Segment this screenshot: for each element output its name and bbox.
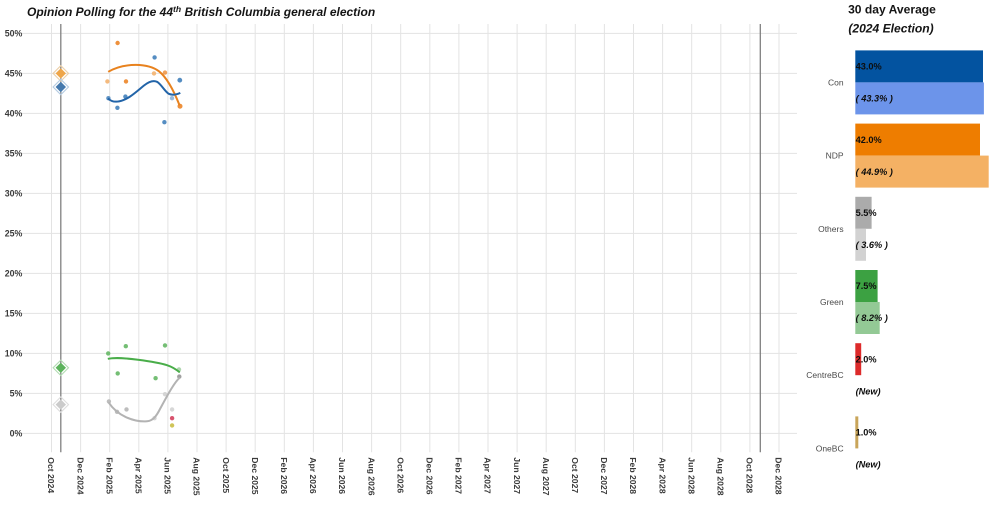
svg-text:Oct 2027: Oct 2027 (570, 457, 580, 493)
svg-text:( 8.2% ): ( 8.2% ) (856, 313, 888, 323)
svg-text:20%: 20% (5, 269, 23, 279)
svg-text:15%: 15% (5, 309, 23, 319)
svg-text:Aug 2027: Aug 2027 (541, 457, 551, 495)
svg-text:10%: 10% (5, 349, 23, 359)
svg-text:Oct 2026: Oct 2026 (395, 457, 405, 493)
svg-text:Dec 2026: Dec 2026 (425, 457, 435, 494)
svg-text:CentreBC: CentreBC (806, 370, 843, 380)
svg-text:Dec 2025: Dec 2025 (250, 457, 260, 494)
svg-text:Con: Con (828, 77, 844, 87)
svg-text:Apr 2028: Apr 2028 (657, 457, 667, 494)
svg-text:43.0%: 43.0% (856, 62, 882, 72)
svg-text:Apr 2025: Apr 2025 (134, 457, 144, 494)
svg-text:(New): (New) (856, 386, 881, 396)
svg-text:Feb 2026: Feb 2026 (279, 457, 289, 494)
svg-text:NDP: NDP (826, 151, 844, 161)
svg-text:( 3.6% ): ( 3.6% ) (856, 240, 888, 250)
svg-text:Aug 2026: Aug 2026 (366, 457, 376, 495)
svg-text:Feb 2027: Feb 2027 (454, 457, 464, 494)
svg-text:Oct 2028: Oct 2028 (745, 457, 755, 493)
svg-text:( 43.3% ): ( 43.3% ) (856, 94, 893, 104)
svg-text:Aug 2028: Aug 2028 (716, 457, 726, 495)
svg-text:OneBC: OneBC (816, 443, 844, 453)
svg-text:Apr 2027: Apr 2027 (483, 457, 493, 494)
svg-text:(New): (New) (856, 460, 881, 470)
svg-text:Green: Green (820, 297, 844, 307)
svg-text:Jun 2027: Jun 2027 (512, 457, 522, 494)
svg-text:30 day Average: 30 day Average (848, 3, 936, 17)
svg-text:Jun 2026: Jun 2026 (337, 457, 347, 494)
svg-text:Others: Others (818, 224, 844, 234)
svg-text:Oct 2024: Oct 2024 (46, 457, 56, 493)
svg-text:25%: 25% (5, 229, 23, 239)
svg-text:(2024 Election): (2024 Election) (848, 22, 933, 36)
svg-text:30%: 30% (5, 189, 23, 199)
svg-text:42.0%: 42.0% (856, 135, 882, 145)
svg-text:50%: 50% (5, 29, 23, 39)
svg-text:Feb 2028: Feb 2028 (628, 457, 638, 494)
svg-text:5%: 5% (10, 389, 23, 399)
svg-text:Jun 2025: Jun 2025 (163, 457, 173, 494)
svg-text:40%: 40% (5, 109, 23, 119)
svg-text:Dec 2028: Dec 2028 (774, 457, 784, 494)
svg-text:2.0%: 2.0% (856, 354, 877, 364)
svg-text:1.0%: 1.0% (856, 428, 877, 438)
svg-text:Opinion Polling for the 44th B: Opinion Polling for the 44th British Col… (27, 4, 375, 19)
svg-text:( 44.9% ): ( 44.9% ) (856, 167, 893, 177)
svg-text:Aug 2025: Aug 2025 (192, 457, 202, 495)
svg-text:Jun 2028: Jun 2028 (686, 457, 696, 494)
svg-text:5.5%: 5.5% (856, 208, 877, 218)
svg-text:0%: 0% (10, 429, 23, 439)
svg-text:45%: 45% (5, 69, 23, 79)
svg-text:Feb 2025: Feb 2025 (104, 457, 114, 494)
svg-text:Apr 2026: Apr 2026 (308, 457, 318, 494)
svg-text:35%: 35% (5, 149, 23, 159)
svg-text:Oct 2025: Oct 2025 (221, 457, 231, 493)
svg-text:7.5%: 7.5% (856, 281, 877, 291)
svg-text:Dec 2024: Dec 2024 (75, 457, 85, 494)
svg-text:Dec 2027: Dec 2027 (599, 457, 609, 494)
